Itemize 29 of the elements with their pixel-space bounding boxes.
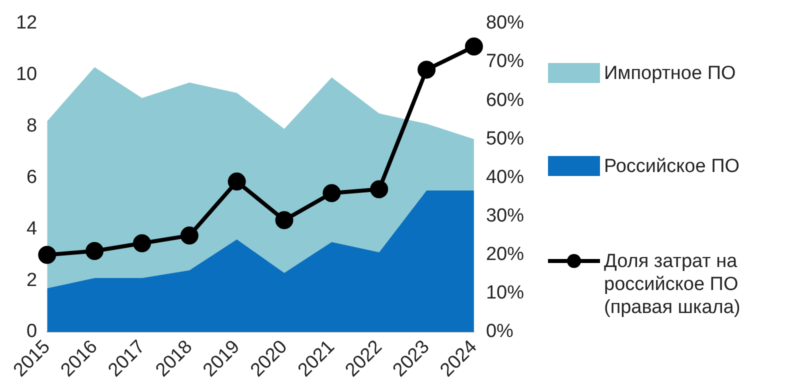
point	[132, 234, 151, 252]
legend-label: Импортное ПО	[604, 62, 737, 85]
point	[180, 226, 198, 245]
y-tick-label: 12	[16, 12, 38, 34]
y-tick-label: 2	[26, 270, 38, 291]
legend-label: Российское ПО	[604, 155, 741, 178]
y-tick-label: 8	[26, 116, 38, 136]
y2-tick-label: 20%	[486, 244, 524, 266]
y-tick-label: 4	[26, 218, 38, 240]
y2-tick-label: 10%	[486, 282, 524, 304]
y2-tick-label: 50%	[486, 128, 524, 150]
point	[86, 242, 104, 260]
y2-tick-label: 60%	[486, 90, 524, 111]
point	[322, 184, 341, 202]
point	[228, 172, 246, 191]
y2-tick-label: 70%	[486, 51, 524, 72]
legend-label: Доля затрат на российское ПО (правая шкала)	[604, 250, 742, 319]
point	[464, 38, 483, 56]
y2-tick-label: 0%	[486, 321, 514, 342]
y2-tick-label: 40%	[486, 166, 524, 188]
point	[275, 211, 294, 230]
y-tick-label: 6	[26, 166, 38, 188]
point	[370, 180, 388, 198]
y-tick-label: 10	[16, 64, 38, 86]
y2-tick-label: 80%	[486, 12, 524, 34]
y-tick-label: 0	[26, 321, 38, 342]
point	[418, 60, 436, 79]
point	[38, 246, 56, 264]
y2-tick-label: 30%	[486, 206, 524, 227]
